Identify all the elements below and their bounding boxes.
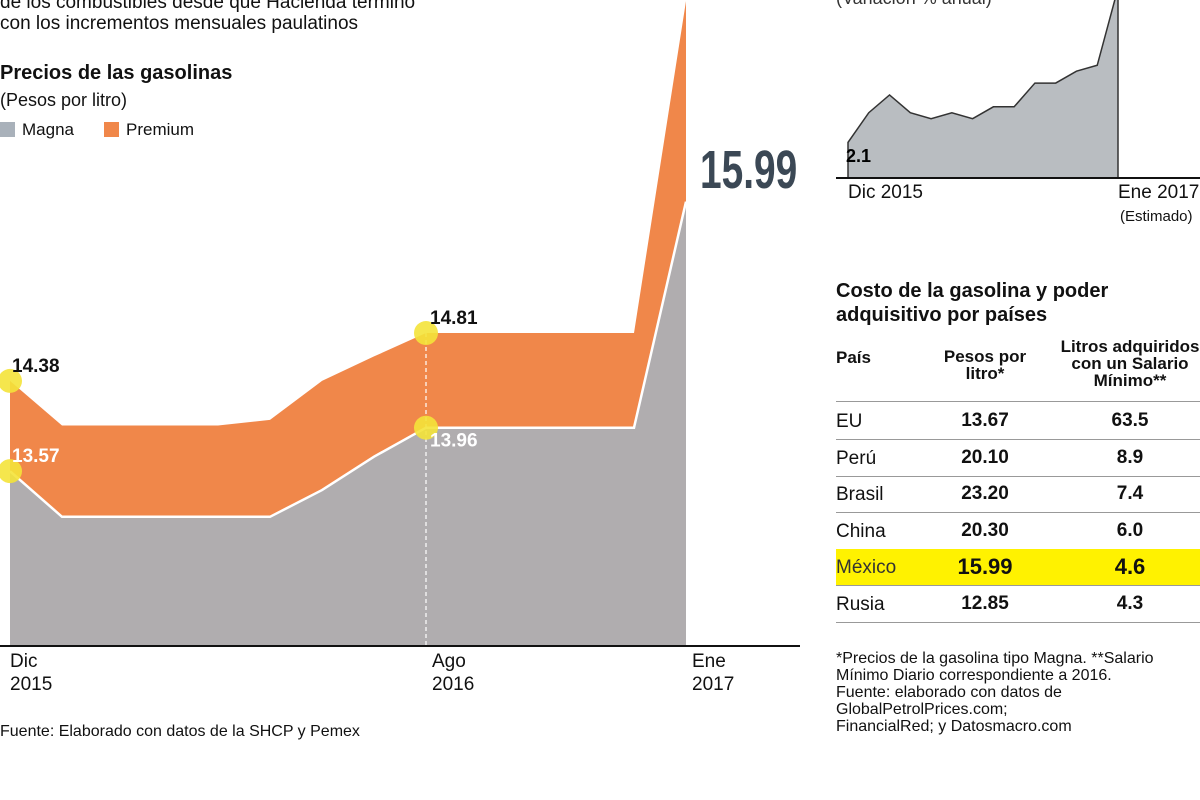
x-tick-label: Dic 2015 xyxy=(848,182,923,203)
table-row: Rusia 12.85 4.3 xyxy=(836,586,1200,623)
column-header: País xyxy=(836,348,871,367)
note: Fuente: elaborado con datos de GlobalPet… xyxy=(836,684,1062,718)
x-tick-label: Dic 2015 xyxy=(10,651,53,695)
area xyxy=(10,201,686,646)
point xyxy=(414,415,438,440)
table-title: Costo de la gasolina y poder adquisitivo… xyxy=(836,280,1109,326)
point xyxy=(0,459,22,484)
line xyxy=(9,201,688,519)
table-cell: 13.67 xyxy=(961,410,1009,431)
value-label: 14.81 xyxy=(430,308,478,329)
column-header: Pesos por litro* xyxy=(943,347,1027,383)
table-row: EU 13.67 63.5 xyxy=(836,403,1200,440)
legend-label: Premium xyxy=(126,120,195,139)
chart-subtitle: (Variación % anual) xyxy=(836,0,992,9)
table-cell: Perú xyxy=(836,447,877,469)
legend-swatch xyxy=(0,122,15,137)
note: FinancialRed; y Datosmacro.com xyxy=(836,718,1072,735)
table-cell: 63.5 xyxy=(1111,410,1149,431)
table-row: China 20.30 6.0 xyxy=(836,513,1200,550)
chart-subtitle: (Pesos por litro) xyxy=(0,90,128,110)
source: Fuente: Elaborado con datos de la SHCP y… xyxy=(0,723,360,740)
intro-line: con los incrementos mensuales paulatinos xyxy=(0,13,359,34)
table-cell: Rusia xyxy=(836,593,885,615)
value-label: 13.57 xyxy=(12,446,60,467)
value-label: 2.1 xyxy=(846,146,871,166)
table-cell: China xyxy=(836,520,886,542)
table-cell: México xyxy=(836,557,897,578)
table-cell: 12.85 xyxy=(961,592,1009,614)
table-row: Perú 20.10 8.9 xyxy=(836,440,1200,477)
x-tick-label: Ene 2017 xyxy=(692,651,735,695)
table-cell: EU xyxy=(836,411,863,432)
header-rule xyxy=(836,401,1200,402)
table-cell: 8.9 xyxy=(1116,446,1144,468)
table-cell: Brasil xyxy=(836,484,884,505)
legend-swatch xyxy=(104,122,119,137)
table-cell: 4.3 xyxy=(1116,592,1144,614)
value-label: 14.38 xyxy=(12,356,60,377)
point xyxy=(0,368,22,393)
note: *Precios de la gasolina tipo Magna. **Sa… xyxy=(836,650,1154,684)
column-header: Litros adquiridos con un Salario Mínimo*… xyxy=(1060,337,1200,390)
table-cell: 23.20 xyxy=(961,483,1009,504)
table-cell: 20.10 xyxy=(961,446,1009,468)
table-row: México 15.99 4.6 xyxy=(836,549,1200,586)
chart-title: Precios de las gasolinas xyxy=(0,62,233,84)
notes: *Precios de la gasolina tipo Magna. **Sa… xyxy=(836,650,1196,735)
point xyxy=(414,321,438,346)
intro-line: de los combustibles desde que Hacienda t… xyxy=(0,0,416,13)
annotation: (Estimado) xyxy=(1120,208,1193,225)
value-label: 15.99 xyxy=(700,139,797,200)
table-cell: 6.0 xyxy=(1116,519,1144,541)
table-cell: 7.4 xyxy=(1116,483,1144,504)
area xyxy=(847,0,1119,179)
table-cell: 4.6 xyxy=(1114,554,1146,579)
table-row: Brasil 23.20 7.4 xyxy=(836,476,1200,513)
x-tick-label: Ene 2017 xyxy=(1118,182,1200,203)
intro: de los combustibles desde que Hacienda t… xyxy=(0,0,415,34)
table-cell: 15.99 xyxy=(957,554,1013,579)
x-tick-label: Ago 2016 xyxy=(432,651,475,695)
legend-label: Magna xyxy=(22,120,74,139)
value-label: 13.96 xyxy=(430,431,478,452)
table-cell: 20.30 xyxy=(961,519,1009,541)
